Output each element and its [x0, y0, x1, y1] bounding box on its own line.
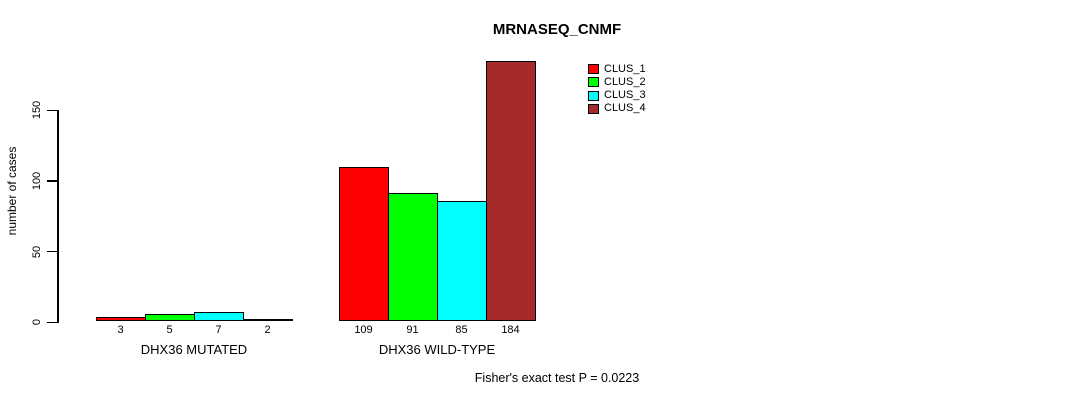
bar-clus_4-dhx36-mutated — [243, 318, 293, 322]
legend-swatch-clus_1 — [588, 64, 599, 74]
legend-item-clus_2: CLUS_2 — [588, 75, 646, 88]
legend-item-clus_3: CLUS_3 — [588, 89, 646, 102]
y-tick-label: 100 — [31, 171, 43, 191]
legend-label: CLUS_4 — [604, 102, 646, 115]
legend-swatch-clus_3 — [588, 90, 599, 101]
bar-value-label: 109 — [354, 324, 373, 336]
bar-clus_3-dhx36-wild-type — [437, 201, 487, 322]
bar-value-label: 5 — [166, 324, 173, 336]
bar-value-label: 91 — [406, 324, 419, 336]
y-tick-label: 50 — [31, 245, 43, 258]
bar-clus_3-dhx36-mutated — [194, 311, 244, 322]
legend: CLUS_1 CLUS_2 CLUS_3 CLUS_4 — [588, 62, 646, 117]
y-axis-label: number of cases — [5, 146, 19, 236]
chart-title: MRNASEQ_CNMF — [492, 21, 622, 38]
bar-value-label: 2 — [264, 324, 271, 336]
bar-value-label: 7 — [215, 324, 222, 336]
legend-label: CLUS_3 — [604, 89, 646, 102]
bar-clus_1-dhx36-mutated — [96, 317, 146, 322]
y-tick — [47, 250, 58, 253]
category-label-dhx36-wild-type: DHX36 WILD-TYPE — [378, 342, 496, 357]
bar-value-label: 85 — [455, 324, 468, 336]
y-tick — [47, 321, 58, 323]
y-tick-label: 150 — [31, 101, 43, 120]
y-axis-line — [57, 109, 59, 323]
legend-label: CLUS_2 — [604, 75, 646, 88]
y-tick — [47, 180, 58, 182]
legend-swatch-clus_4 — [588, 103, 599, 114]
y-tick-label: 0 — [31, 319, 43, 326]
bar-value-label: 3 — [117, 324, 124, 336]
legend-item-clus_1: CLUS_1 — [588, 62, 646, 75]
bar-clus_2-dhx36-mutated — [145, 314, 195, 322]
bar-clus_1-dhx36-wild-type — [339, 167, 389, 322]
bar-clus_4-dhx36-wild-type — [486, 61, 536, 322]
bar-value-label: 184 — [501, 324, 520, 336]
legend-swatch-clus_2 — [588, 77, 599, 88]
bar-clus_2-dhx36-wild-type — [388, 192, 438, 322]
legend-label: CLUS_1 — [604, 62, 646, 75]
y-tick — [47, 109, 58, 111]
legend-item-clus_4: CLUS_4 — [588, 102, 646, 115]
fishers-test-caption: Fisher's exact test P = 0.0223 — [474, 371, 640, 385]
category-label-dhx36-mutated: DHX36 MUTATED — [140, 342, 248, 357]
